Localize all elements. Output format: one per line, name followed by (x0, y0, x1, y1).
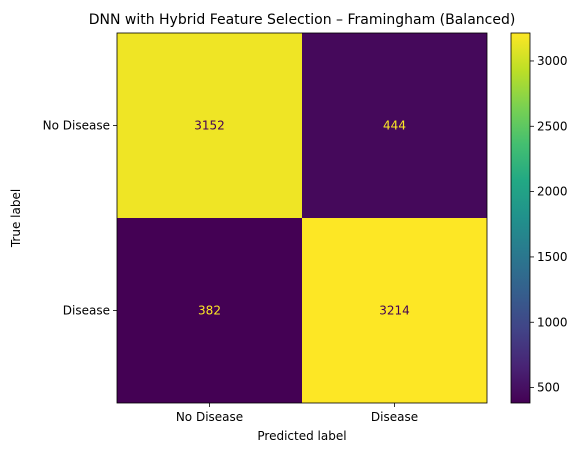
x-axis-label: Predicted label (257, 429, 346, 443)
x-axis-ticks: No Disease Disease (176, 403, 418, 424)
matrix-cell (117, 218, 302, 403)
matrix-cell (302, 218, 487, 403)
chart-title: DNN with Hybrid Feature Selection – Fram… (89, 12, 516, 28)
matrix-cell (117, 33, 302, 218)
colorbar-tick-label: 2000 (537, 185, 568, 199)
matrix-cell-value: 444 (383, 119, 406, 133)
y-axis-ticks: No Disease Disease (43, 119, 117, 318)
colorbar-tick-label: 1500 (537, 250, 568, 264)
plot-frame (116, 32, 488, 404)
x-tick-label: Disease (371, 410, 418, 424)
matrix-cells (117, 33, 487, 403)
matrix-cell-labels: 3152 444 382 3214 (194, 119, 410, 318)
colorbar (510, 32, 531, 404)
matrix-cell-value: 3214 (379, 304, 410, 318)
colorbar-tick-label: 3000 (537, 54, 568, 68)
y-axis-label: True label (9, 189, 23, 248)
x-tick-label: No Disease (176, 410, 243, 424)
matrix-cell (302, 33, 487, 218)
y-tick-label: No Disease (43, 119, 110, 133)
matrix-cell-value: 3152 (194, 119, 225, 133)
colorbar-tick-label: 500 (537, 381, 560, 395)
colorbar-ticks: 500 1000 1500 2000 2500 3000 (530, 54, 568, 395)
colorbar-tick-label: 1000 (537, 315, 568, 329)
matrix-cell-value: 382 (198, 304, 221, 318)
y-tick-label: Disease (63, 304, 110, 318)
colorbar-tick-label: 2500 (537, 119, 568, 133)
